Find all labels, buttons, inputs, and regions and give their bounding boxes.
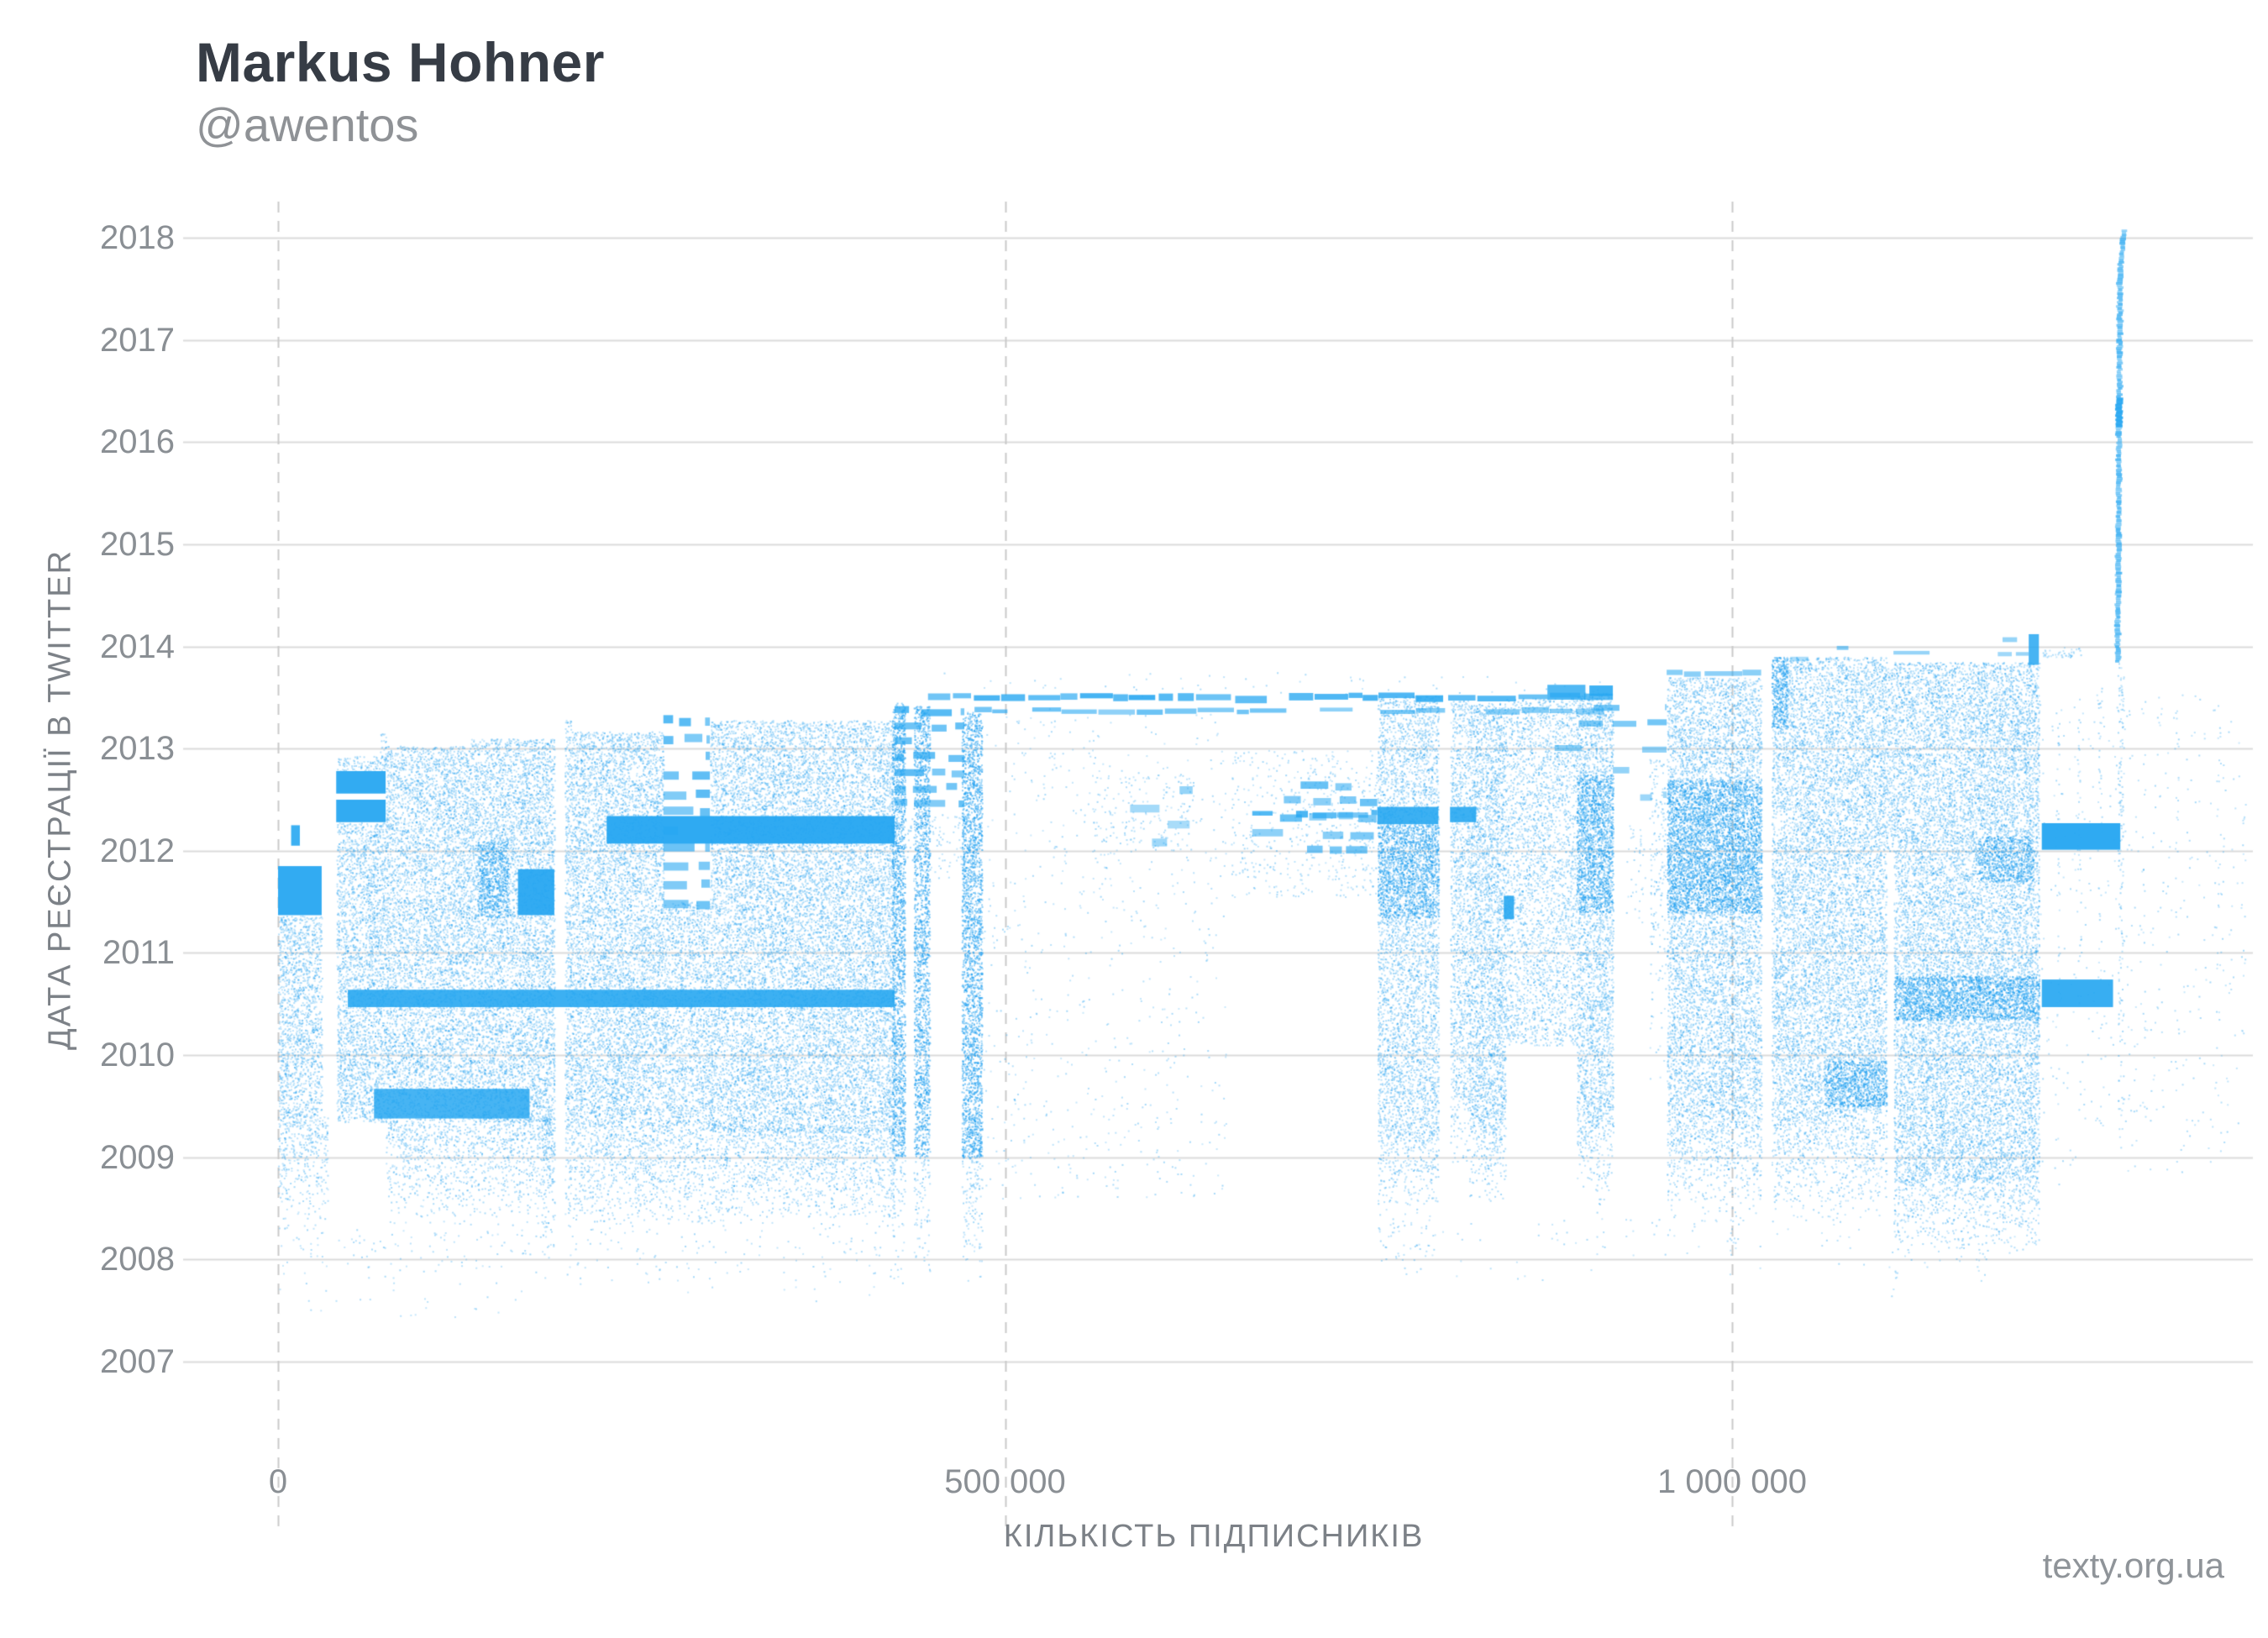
- x-tick-label: 0: [268, 1463, 288, 1500]
- y-tick-label: 2018: [100, 219, 175, 256]
- y-tick-label: 2007: [100, 1343, 175, 1381]
- x-tick-label: 1 000 000: [1657, 1463, 1807, 1500]
- y-tick-label: 2013: [100, 730, 175, 768]
- chart-title: Markus Hohner: [196, 31, 605, 93]
- y-tick-label: 2014: [100, 627, 175, 665]
- y-axis-title: ДАТА РЕЄСТРАЦІЇ В TWITTER: [42, 549, 78, 1051]
- x-axis-title: КІЛЬКІСТЬ ПІДПИСНИКІВ: [1003, 1519, 1425, 1554]
- y-tick-label: 2009: [100, 1138, 175, 1176]
- account-handle: @awentos: [196, 98, 419, 151]
- y-tick-label: 2015: [100, 525, 175, 563]
- y-tick-label: 2017: [100, 321, 175, 359]
- watermark: texty.org.ua: [2042, 1546, 2224, 1585]
- y-tick-label: 2008: [100, 1241, 175, 1278]
- y-tick-label: 2011: [102, 934, 175, 972]
- y-tick-label: 2010: [100, 1037, 175, 1074]
- y-tick-label: 2016: [100, 423, 175, 461]
- x-tick-label: 500 000: [944, 1463, 1066, 1500]
- y-tick-label: 2012: [100, 832, 175, 869]
